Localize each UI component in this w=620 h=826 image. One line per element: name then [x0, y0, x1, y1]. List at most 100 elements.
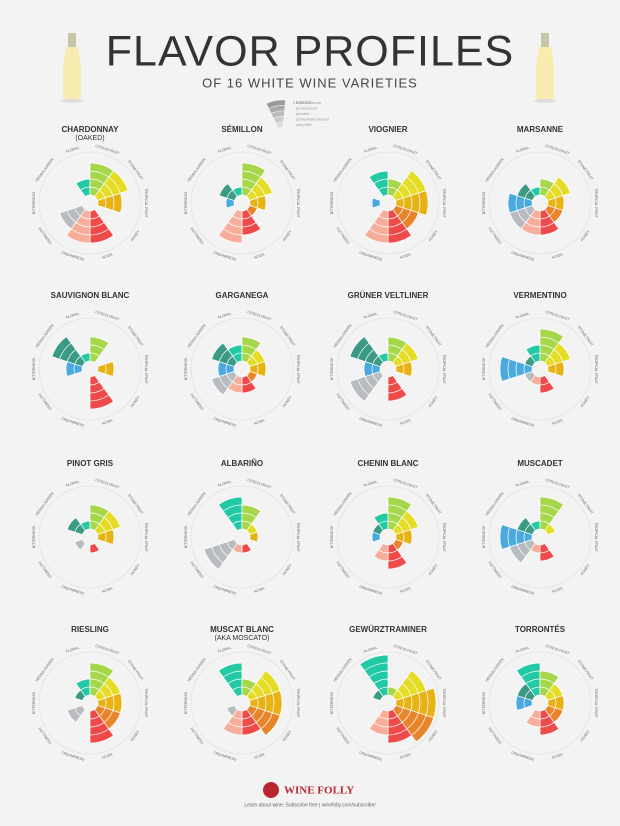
ring-divider: [387, 228, 408, 236]
sector: [218, 183, 238, 201]
ring-divider: [368, 228, 389, 236]
axis-label: ACIDS: [101, 752, 113, 759]
ring-divider: [357, 342, 370, 360]
axis-label: CREAMINESS: [511, 417, 535, 428]
sector: [349, 336, 384, 367]
ring-divider: [74, 355, 81, 365]
axis-label: HONEY: [580, 229, 591, 242]
axis-label: FLORAL: [65, 146, 80, 154]
axis-label: CITRUS FRUIT: [545, 478, 571, 490]
axis-label: FLORAL: [217, 312, 232, 320]
ring-divider: [89, 388, 105, 394]
guide-ring: [190, 151, 294, 255]
guide-ring: [190, 485, 294, 589]
chart-title: PINOT GRIS: [67, 459, 114, 468]
ring-divider: [89, 722, 105, 728]
ring-divider: [378, 215, 389, 220]
legend-label: somewhat present: [296, 116, 330, 121]
axis-label: HONEY: [130, 729, 141, 742]
axis-label: FLORAL: [515, 646, 530, 654]
axis-label: ACIDS: [101, 586, 113, 593]
ring-divider: [241, 170, 262, 178]
legend-label: present: [296, 111, 310, 116]
bottle-right: [534, 33, 556, 103]
ring-divider: [520, 670, 541, 678]
axis-label: BITTERNESS: [32, 691, 36, 714]
axis-label: CREAMINESS: [213, 251, 237, 262]
axis-label: CREAMINESS: [359, 251, 383, 262]
axis-label: BITTERNESS: [184, 357, 188, 380]
axis-label: ACIDS: [399, 252, 411, 259]
axis-label: BITTERNESS: [482, 691, 486, 714]
axis-label: TROPICAL FRUIT: [144, 188, 148, 218]
axis-label: BITTERNESS: [482, 525, 486, 548]
ring-divider: [218, 544, 229, 557]
chart-subtitle: (AKA MOSCATO): [215, 635, 270, 642]
axis-label: TROPICAL FRUIT: [144, 354, 148, 384]
ring-divider: [89, 352, 100, 357]
ring-divider: [507, 359, 510, 379]
axis-label: BITTERNESS: [184, 191, 188, 214]
axis-label: HONEY: [130, 229, 141, 242]
legend-label: pronounced: [296, 105, 317, 110]
bottle-left: [61, 33, 83, 103]
guide-ring: [336, 317, 440, 421]
axis-label: ACIDS: [551, 252, 563, 259]
ring-divider: [89, 670, 110, 678]
ring-divider: [226, 189, 233, 199]
axis-label: FLORAL: [65, 480, 80, 488]
axis-label: BITTERNESS: [330, 191, 334, 214]
ring-divider: [227, 722, 243, 728]
sector: [368, 708, 389, 736]
axis-label: TROPICAL FRUIT: [296, 522, 300, 552]
ring-divider: [378, 549, 389, 554]
axis-label: BITTERNESS: [482, 357, 486, 380]
ring-divider: [539, 512, 555, 518]
axis-label: FLORAL: [363, 646, 378, 654]
axis-label: CITRUS FRUIT: [247, 310, 273, 322]
ring-divider: [89, 394, 110, 402]
ring-divider: [406, 712, 419, 730]
axis-label: ACIDS: [101, 418, 113, 425]
ring-divider: [554, 363, 557, 375]
ring-divider: [411, 715, 427, 736]
axis-label: CITRUS FRUIT: [545, 144, 571, 156]
axis-label: ACIDS: [253, 752, 265, 759]
axis-label: CITRUS FRUIT: [95, 644, 121, 656]
chart-title: RIESLING: [71, 625, 109, 634]
chart-title: VERMENTINO: [513, 291, 566, 300]
axis-label: CREAMINESS: [61, 751, 85, 762]
ring-divider: [66, 210, 77, 223]
ring-divider: [357, 378, 370, 396]
ring-divider: [402, 363, 405, 375]
axis-label: FLORAL: [217, 646, 232, 654]
chart-title: GEWÜRZTRAMINER: [349, 625, 427, 634]
ring-divider: [373, 678, 389, 684]
sector: [387, 374, 408, 402]
sector: [392, 705, 435, 743]
axis-label: ACIDS: [101, 252, 113, 259]
ring-divider: [222, 228, 243, 236]
legend-title: LEGEND: [293, 100, 312, 105]
ring-divider: [89, 728, 110, 736]
axis-label: CITRUS FRUIT: [247, 478, 273, 490]
axis-label: HONEY: [428, 395, 439, 408]
sector: [372, 689, 384, 701]
guide-ring: [38, 151, 142, 255]
axis-label: FLORAL: [515, 146, 530, 154]
ring-divider: [387, 728, 408, 736]
axis-label: BITTERNESS: [32, 191, 36, 214]
axis-label: ACIDS: [253, 418, 265, 425]
guide-ring: [38, 317, 142, 421]
axis-label: CREAMINESS: [213, 751, 237, 762]
sector: [89, 542, 100, 554]
axis-label: TROPICAL FRUIT: [594, 688, 598, 718]
sector: [516, 683, 536, 701]
ring-divider: [211, 546, 224, 564]
axis-label: CITRUS FRUIT: [95, 478, 121, 490]
chart-title: SÉMILLON: [221, 125, 263, 134]
axis-label: CREAMINESS: [511, 585, 535, 596]
